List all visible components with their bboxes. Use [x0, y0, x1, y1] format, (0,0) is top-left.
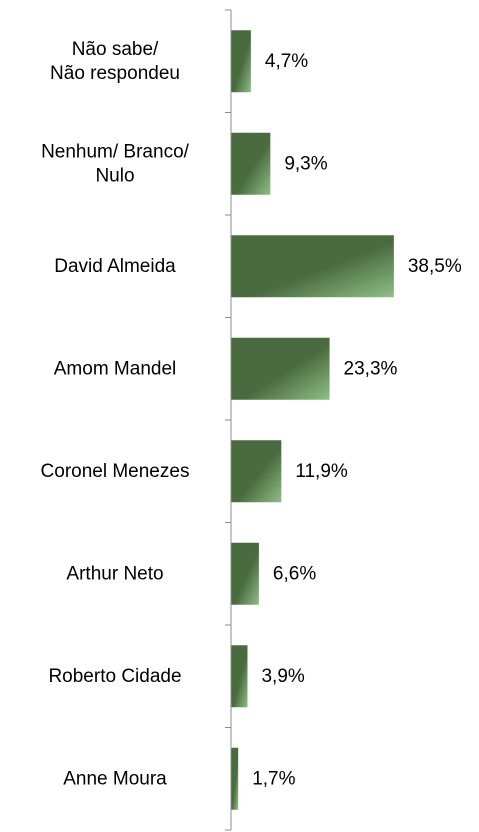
bar	[231, 645, 248, 708]
bars-layer	[231, 30, 394, 810]
bar	[231, 132, 271, 195]
category-label: Amom Mandel	[54, 358, 177, 379]
category-label-line: Não respondeu	[50, 63, 180, 84]
category-label: Arthur Neto	[66, 563, 163, 584]
category-label-line: Nulo	[95, 165, 134, 186]
bar	[231, 337, 330, 400]
bar	[231, 440, 282, 503]
value-label: 3,9%	[261, 666, 304, 687]
value-label: 38,5%	[408, 256, 462, 277]
category-label-line: Anne Moura	[63, 768, 167, 789]
value-label: 6,6%	[273, 563, 316, 584]
category-label: Nenhum/ Branco/Nulo	[41, 141, 190, 186]
bar	[231, 30, 251, 93]
bar	[231, 542, 259, 605]
value-label: 9,3%	[284, 153, 327, 174]
category-label: Anne Moura	[63, 768, 167, 789]
category-label-line: Nenhum/ Branco/	[41, 141, 190, 162]
bar	[231, 235, 394, 298]
category-label: David Almeida	[54, 256, 176, 277]
category-label-line: David Almeida	[54, 256, 176, 277]
value-label: 23,3%	[344, 358, 398, 379]
category-label-line: Coronel Menezes	[41, 461, 190, 482]
value-label: 4,7%	[265, 51, 308, 72]
category-label: Coronel Menezes	[41, 461, 190, 482]
value-label: 11,9%	[295, 461, 348, 482]
category-label-line: Roberto Cidade	[48, 666, 181, 687]
category-label: Não sabe/Não respondeu	[50, 39, 180, 84]
labels-layer: 4,7% Não sabe/Não respondeu 9,3% Nenhum/ Br…	[41, 39, 462, 790]
category-label: Roberto Cidade	[48, 666, 181, 687]
category-axis	[225, 9, 232, 831]
category-label-line: Amom Mandel	[54, 358, 177, 379]
value-label: 1,7%	[252, 768, 295, 789]
category-label-line: Não sabe/	[72, 39, 159, 60]
category-label-line: Arthur Neto	[66, 563, 163, 584]
bar	[231, 747, 239, 810]
